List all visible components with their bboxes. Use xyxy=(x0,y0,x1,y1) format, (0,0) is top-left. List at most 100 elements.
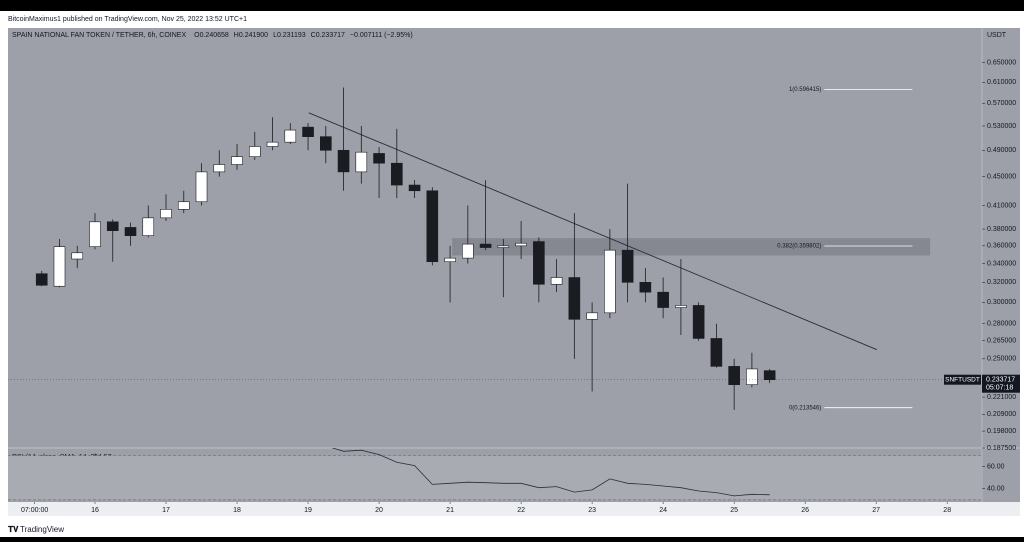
fib-label: 0.382(0.359802) xyxy=(777,244,821,250)
x-tick-label: 24 xyxy=(659,507,667,514)
y-tick-label: 0.490000 xyxy=(987,147,1016,154)
y-tick-label: 0.187500 xyxy=(987,445,1016,452)
ohlc-value: L0.231193 xyxy=(273,32,306,39)
symbol-tag: SNFTUSDT xyxy=(945,376,980,383)
publisher-line: BitcoinMaximus1 published on TradingView… xyxy=(8,16,247,23)
ohlc-value: O0.240658 xyxy=(194,32,229,39)
candle-body xyxy=(71,252,84,260)
x-tick-label: 17 xyxy=(162,507,170,514)
price-tag-bg xyxy=(982,374,1020,393)
y-tick-label: 0.360000 xyxy=(987,243,1016,250)
y-tick-label: 0.300000 xyxy=(987,299,1016,306)
candle-body xyxy=(763,370,776,381)
x-tick-label: 18 xyxy=(233,507,241,514)
candle-body xyxy=(302,126,314,137)
trendline xyxy=(308,112,878,351)
candle-body xyxy=(550,277,563,285)
symbol-title: SPAIN NATIONAL FAN TOKEN / TETHER, 6h, C… xyxy=(12,32,186,39)
y-tick-label: 0.380000 xyxy=(987,226,1016,233)
y-tick-label: 0.450000 xyxy=(987,174,1016,181)
y-tick-label: 0.320000 xyxy=(987,279,1016,286)
candle-body xyxy=(106,221,119,232)
ohlc-value: H0.241900 xyxy=(234,32,268,39)
x-tick-label: 25 xyxy=(730,507,738,514)
price-axis xyxy=(982,28,1020,502)
candle-body xyxy=(391,162,403,186)
candle-body xyxy=(675,305,687,308)
y-tick-label: 0.340000 xyxy=(987,260,1016,267)
time-axis xyxy=(8,502,1020,516)
candle-body xyxy=(337,149,350,173)
x-tick-label: 22 xyxy=(517,507,525,514)
candle-body xyxy=(692,305,705,339)
candle-body xyxy=(248,146,261,157)
candle-body xyxy=(479,243,492,248)
candle-body xyxy=(231,156,243,165)
candle-body xyxy=(266,141,279,147)
ohlc-value: −0.007111 (−2.95%) xyxy=(350,32,413,39)
candle-body xyxy=(124,227,137,236)
candle-body xyxy=(355,151,368,173)
x-tick-label: 16 xyxy=(91,507,99,514)
y-tick-label: 0.410000 xyxy=(987,202,1016,209)
y-tick-label: 0.280000 xyxy=(987,321,1016,328)
brand-logo: 𝐓𝐕 xyxy=(8,525,19,534)
y-tick-label: 0.530000 xyxy=(987,123,1016,130)
rsi-line xyxy=(331,448,770,497)
candle-body xyxy=(586,312,598,320)
price-tag: 0.233717 xyxy=(986,377,1015,384)
y-tick-label: 0.221000 xyxy=(987,394,1016,401)
candle-body xyxy=(177,201,190,210)
x-tick-label: 28 xyxy=(943,507,951,514)
y-tick-label: 0.209000 xyxy=(987,411,1016,418)
candle-body xyxy=(497,245,510,248)
candle-body xyxy=(639,282,652,293)
candle-body xyxy=(515,242,527,247)
candle-body xyxy=(142,217,155,236)
candle-body xyxy=(657,291,669,308)
countdown: 05:07:18 xyxy=(986,385,1013,392)
candle-body xyxy=(604,249,616,314)
x-tick-label: 21 xyxy=(446,507,454,514)
candle-body xyxy=(284,129,297,143)
x-tick-label: 07:00:00 xyxy=(21,507,48,514)
candle-body xyxy=(462,243,474,259)
brand-name: TradingView xyxy=(20,525,64,534)
y-tick-label: 0.610000 xyxy=(987,79,1016,86)
candle-body xyxy=(533,241,545,285)
candle-body xyxy=(89,221,101,247)
y-tick-label: 0.265000 xyxy=(987,338,1016,345)
candle-body xyxy=(444,257,456,263)
x-tick-label: 20 xyxy=(375,507,383,514)
y-tick-label: 0.650000 xyxy=(987,60,1016,67)
fib-label: 1(0.596415) xyxy=(789,87,821,93)
x-tick-label: 19 xyxy=(304,507,312,514)
y-tick-label: 0.250000 xyxy=(987,356,1016,363)
candle-body xyxy=(746,368,758,385)
candle-body xyxy=(568,277,581,320)
x-tick-label: 26 xyxy=(801,507,809,514)
currency-label: USDT xyxy=(987,32,1007,39)
brand: 𝐓𝐕 TradingView xyxy=(8,525,64,534)
candle-body xyxy=(53,246,66,287)
y-tick-label: 0.198000 xyxy=(987,428,1016,435)
rsi-pane xyxy=(8,448,982,501)
fib-zone xyxy=(452,238,931,256)
candle-body xyxy=(426,190,439,263)
candle-body xyxy=(213,164,226,173)
candle-body xyxy=(621,249,634,283)
fib-label: 0(0.213546) xyxy=(789,405,821,411)
price-pane: 1(0.596415) 0.382(0.359802) 0(0.213546) xyxy=(8,87,982,411)
rsi-tick-label: 60.00 xyxy=(987,464,1005,471)
x-tick-label: 27 xyxy=(872,507,880,514)
rsi-tick-label: 40.00 xyxy=(987,486,1005,493)
rsi-band xyxy=(8,455,982,500)
candle-body xyxy=(728,366,740,385)
candle-body xyxy=(35,273,48,286)
symbol-tag-bg xyxy=(944,374,981,385)
candle-body xyxy=(710,338,723,367)
candle-body xyxy=(160,209,172,219)
chart-pane xyxy=(8,28,982,502)
x-tick-label: 23 xyxy=(588,507,596,514)
